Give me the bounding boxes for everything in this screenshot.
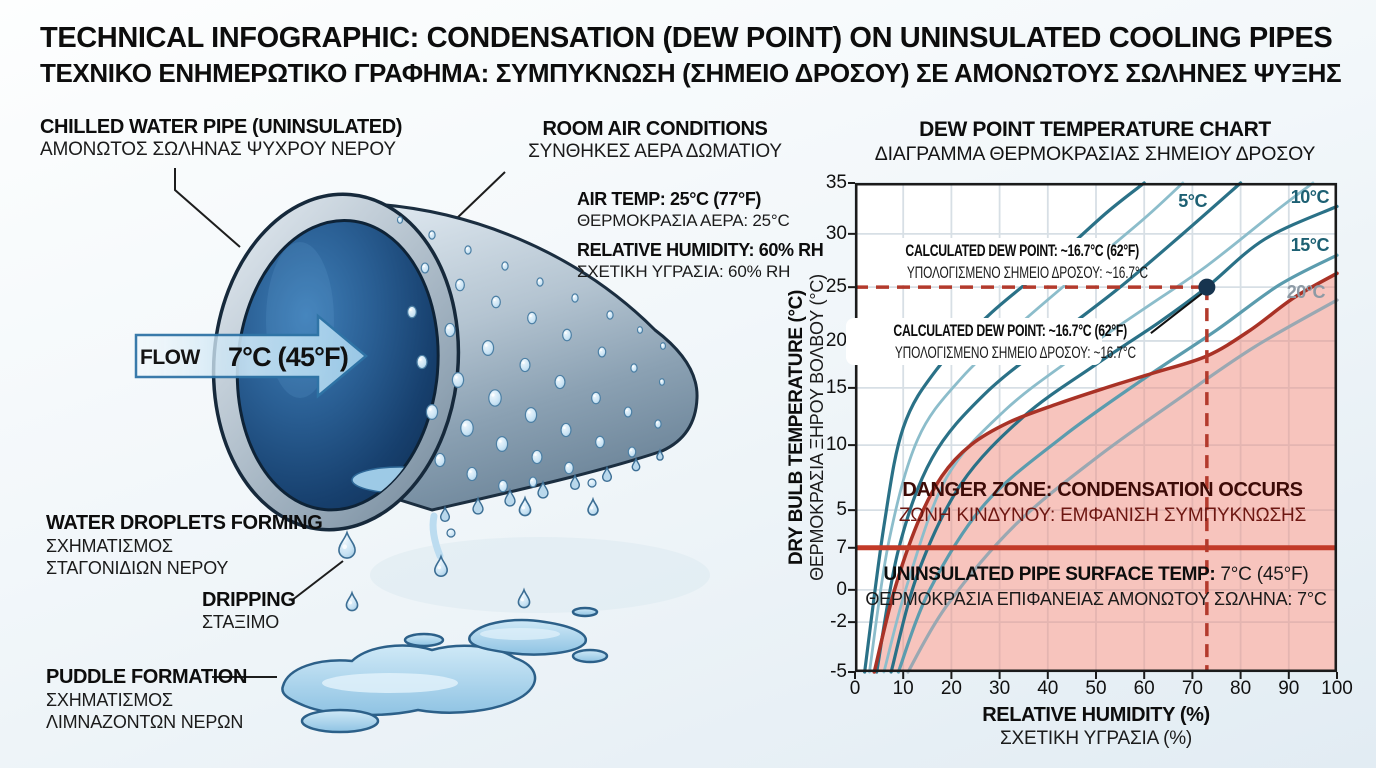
flow-temp-label: 7°C (45°F)	[228, 342, 348, 372]
chilled-pipe-label-greek: ΑΜΟΝΩΤΟΣ ΣΩΛΗΝΑΣ ΨΥΧΡΟΥ ΝΕΡΟΥ	[40, 139, 396, 160]
y-tick--5: -5	[830, 661, 847, 682]
curve-label-dew-point-10c: 10°C	[1291, 187, 1330, 207]
curve-label-dew-point-15c: 15°C	[1291, 235, 1330, 255]
dew-point-15c	[896, 253, 1339, 674]
y-tick-7: 7	[836, 536, 847, 558]
droplets-label-greek-2: ΣΤΑΓΟΝΙΔΙΩΝ ΝΕΡΟΥ	[46, 558, 229, 578]
dew-point-annotation-2-en: CALCULATED DEW POINT: ~16.7°C (62°F)	[893, 321, 1127, 340]
pipe-surface-label-bold: UNINSULATED PIPE SURFACE TEMP:	[883, 564, 1216, 585]
droplets-label: WATER DROPLETS FORMING	[46, 512, 323, 534]
x-axis-label: RELATIVE HUMIDITY (%)	[982, 704, 1210, 726]
y-tick-25: 25	[825, 276, 847, 298]
y-tick--2: -2	[830, 611, 847, 633]
dripping-label: DRIPPING	[202, 589, 296, 611]
dew-point-20c	[906, 298, 1339, 674]
x-tick-50: 50	[1085, 678, 1107, 699]
puddle-label-greek-1: ΣΧΗΜΑΤΙΣΜΟΣ	[46, 690, 173, 710]
curve-label-dew-point-20c: 20°C	[1287, 282, 1326, 302]
x-tick-70: 70	[1181, 678, 1203, 699]
humidity-value-greek: ΣΧΕΤΙΚΗ ΥΓΡΑΣΙΑ: 60% RH	[577, 262, 791, 281]
leader-dripping	[290, 560, 344, 602]
marker-pointer-line	[1150, 290, 1206, 334]
plot-border	[855, 183, 1337, 672]
falling-drops	[338, 478, 599, 612]
danger-zone-label: DANGER ZONE: CONDENSATION OCCURS ΖΩΝΗ ΚΙ…	[875, 477, 1330, 528]
x-axis-label-greek: ΣΧΕΤΙΚΗ ΥΓΡΑΣΙΑ (%)	[999, 728, 1193, 749]
x-tick-100: 100	[1321, 678, 1353, 699]
y-tick-15: 15	[825, 376, 847, 398]
x-tick-0: 0	[849, 678, 861, 699]
humidity-value: RELATIVE HUMIDITY: 60% RH	[577, 240, 824, 260]
chilled-pipe-label: CHILLED WATER PIPE (UNINSULATED)	[40, 116, 403, 138]
danger-zone-fill	[874, 273, 1337, 672]
y-tick-10: 10	[825, 434, 847, 456]
room-air-heading: ROOM AIR CONDITIONS	[542, 118, 768, 140]
condensation-boundary	[872, 271, 1339, 674]
y-tick-0: 0	[836, 578, 847, 600]
danger-zone-label-en: DANGER ZONE: CONDENSATION OCCURS	[902, 479, 1303, 501]
puddle-label-greek-2: ΛΙΜΝΑΖΟΝΤΩΝ ΝΕΡΩΝ	[46, 712, 244, 732]
pipe-surface-label: UNINSULATED PIPE SURFACE TEMP: 7°C (45°F…	[860, 562, 1332, 611]
hanging-droplets	[439, 448, 664, 523]
x-tick-20: 20	[940, 678, 962, 699]
x-tick-10: 10	[892, 678, 914, 699]
puddle-tiny-1	[403, 632, 445, 648]
x-tick-40: 40	[1037, 678, 1059, 699]
puddle-splash	[571, 606, 599, 618]
flow-label: FLOW	[140, 346, 200, 369]
y-tick-30: 30	[825, 222, 847, 244]
puddle-shine-2	[480, 628, 560, 640]
leader-chilled-pipe	[174, 168, 241, 248]
dripping-label-greek: ΣΤΑΞΙΜΟ	[202, 612, 280, 632]
dew-point-annotation-2-el: ΥΠΟΛΟΓΙΣΜΕΝΟ ΣΗΜΕΙΟ ΔΡΟΣΟΥ: ~16.7°C	[894, 344, 1136, 362]
room-air-heading-greek: ΣΥΝΘΗΚΕΣ ΑΕΡΑ ΔΩΜΑΤΙΟΥ	[528, 141, 782, 162]
dew-point-annotation-1: CALCULATED DEW POINT: ~16.7°C (62°F) ΥΠΟ…	[858, 238, 1148, 285]
pipe-surface-label-value: 7°C (45°F)	[1215, 564, 1309, 585]
chart-title-greek: ΔΙΑΓΡΑΜΜΑ ΘΕΡΜΟΚΡΑΣΙΑΣ ΣΗΜΕΙΟΥ ΔΡΟΣΟΥ	[874, 143, 1316, 165]
leader-room-air	[454, 171, 506, 221]
y-tick-5: 5	[836, 499, 847, 521]
dew-point-annotation-1-en: CALCULATED DEW POINT: ~16.7°C (62°F)	[905, 241, 1139, 260]
x-tick-30: 30	[989, 678, 1011, 699]
pipe-shadow	[370, 537, 710, 613]
puddle-shine-1	[322, 673, 458, 693]
y-tick-35: 35	[825, 172, 847, 193]
x-tick-90: 90	[1278, 678, 1300, 699]
dew-point-10c	[889, 204, 1339, 674]
pipe-illustration: FLOW 7°C (45°F)	[134, 168, 710, 734]
drip-stream	[429, 512, 444, 560]
danger-zone-label-el: ΖΩΝΗ ΚΙΝΔΥΝΟΥ: ΕΜΦΑΝΙΣΗ ΣΥΜΠΥΚΝΩΣΗΣ	[898, 505, 1307, 526]
condensation-droplets	[396, 216, 667, 493]
dew-point-marker	[1198, 278, 1216, 296]
x-tick-80: 80	[1230, 678, 1252, 699]
x-tick-60: 60	[1133, 678, 1155, 699]
puddles	[281, 606, 609, 734]
puddle-tiny-2	[571, 648, 609, 664]
dew-point-annotation-2: CALCULATED DEW POINT: ~16.7°C (62°F) ΥΠΟ…	[846, 318, 1136, 365]
chart-title: DEW POINT TEMPERATURE CHART	[919, 118, 1271, 141]
pipe-surface-label-el: ΘΕΡΜΟΚΡΑΣΙΑ ΕΠΙΦΑΝΕΙΑΣ ΑΜΟΝΩΤΟΥ ΣΩΛΗΝΑ: …	[865, 589, 1327, 609]
air-temp-value: AIR TEMP: 25°C (77°F)	[577, 189, 762, 209]
droplets-label-greek-1: ΣΧΗΜΑΤΙΣΜΟΣ	[46, 536, 173, 556]
page-subtitle-greek: ΤΕΧΝΙΚΟ ΕΝΗΜΕΡΩΤΙΚΟ ΓΡΑΦΗΜΑ: ΣΥΜΠΥΚΝΩΣΗ …	[40, 58, 1342, 88]
y-tick-20: 20	[825, 329, 847, 351]
flow-arrow	[134, 313, 368, 399]
air-temp-value-greek: ΘΕΡΜΟΚΡΑΣΙΑ ΑΕΡΑ: 25°C	[577, 211, 790, 230]
curve-label-dew-point-5c: 5°C	[1178, 191, 1207, 211]
puddle-small-left	[300, 708, 380, 734]
dew-point-annotation-1-el: ΥΠΟΛΟΓΙΣΜΕΝΟ ΣΗΜΕΙΟ ΔΡΟΣΟΥ: ~16.7°C	[906, 264, 1148, 282]
puddle-label: PUDDLE FORMATION	[46, 666, 247, 688]
page-title: TECHNICAL INFOGRAPHIC: CONDENSATION (DEW…	[40, 22, 1333, 54]
